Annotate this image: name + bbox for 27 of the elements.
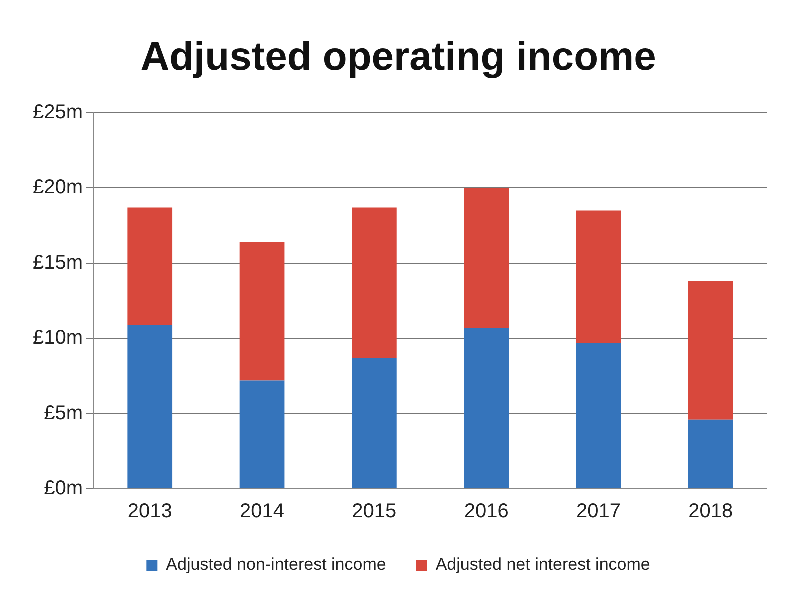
y-tick-label: £0m: [44, 478, 84, 500]
bar: [464, 188, 510, 328]
x-tick-label: 2015: [352, 500, 397, 523]
bar: [688, 420, 734, 488]
bar: [240, 380, 285, 488]
x-tick-label: 2016: [464, 500, 509, 523]
y-tick-label: £10m: [33, 327, 84, 350]
chart-title: Adjusted operating income: [140, 35, 656, 80]
bar: [352, 208, 397, 358]
y-tick-label: £20m: [33, 176, 84, 199]
bar: [128, 208, 173, 326]
bar: [464, 328, 510, 488]
bar: [128, 325, 173, 488]
y-tick-label: £5m: [44, 402, 84, 424]
bar: [576, 210, 622, 344]
y-tick-label: £25m: [33, 102, 84, 124]
x-tick-label: 2018: [688, 500, 734, 523]
legend-label: Adjusted non-interest income: [166, 555, 386, 574]
bar: [576, 343, 622, 488]
legend-label: Adjusted net interest income: [436, 555, 650, 574]
x-tick-label: 2013: [128, 500, 172, 523]
x-tick-label: 2014: [240, 500, 285, 523]
y-tick-label: £15m: [33, 252, 84, 274]
x-tick-label: 2017: [576, 500, 622, 523]
bar: [688, 281, 734, 420]
bar: [240, 242, 285, 381]
bar: [352, 358, 397, 488]
